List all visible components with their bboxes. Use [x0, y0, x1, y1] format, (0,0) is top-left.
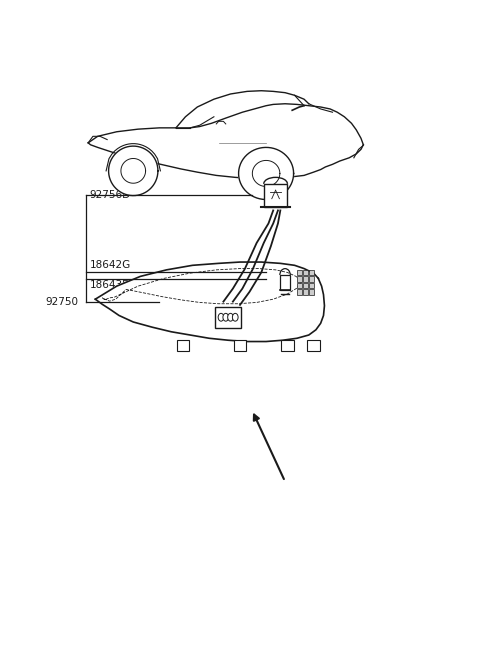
Polygon shape	[96, 262, 324, 342]
Circle shape	[232, 313, 238, 321]
Bar	[177, 340, 189, 351]
Bar	[297, 290, 302, 294]
Bar	[281, 340, 294, 351]
Bar	[297, 270, 302, 275]
Bar	[303, 277, 308, 282]
Polygon shape	[121, 158, 145, 183]
Polygon shape	[108, 146, 158, 196]
Bar	[309, 270, 314, 275]
Bar	[307, 340, 320, 351]
Bar	[234, 340, 246, 351]
Polygon shape	[88, 104, 363, 179]
Bar	[303, 290, 308, 294]
Circle shape	[218, 313, 224, 321]
Text: 92756D: 92756D	[90, 190, 131, 200]
Text: 18642G: 18642G	[90, 260, 131, 270]
Bar	[280, 275, 290, 290]
Text: 18643E: 18643E	[90, 281, 129, 290]
Polygon shape	[252, 160, 280, 187]
Bar	[297, 283, 302, 288]
Bar	[297, 277, 302, 282]
Bar	[303, 283, 308, 288]
Bar	[309, 283, 314, 288]
Bar	[264, 184, 288, 207]
Bar	[303, 270, 308, 275]
Bar	[215, 307, 241, 328]
Circle shape	[223, 313, 228, 321]
Bar	[309, 277, 314, 282]
Text: 92750: 92750	[46, 298, 79, 307]
Bar	[309, 290, 314, 294]
Polygon shape	[239, 147, 294, 200]
Circle shape	[228, 313, 233, 321]
